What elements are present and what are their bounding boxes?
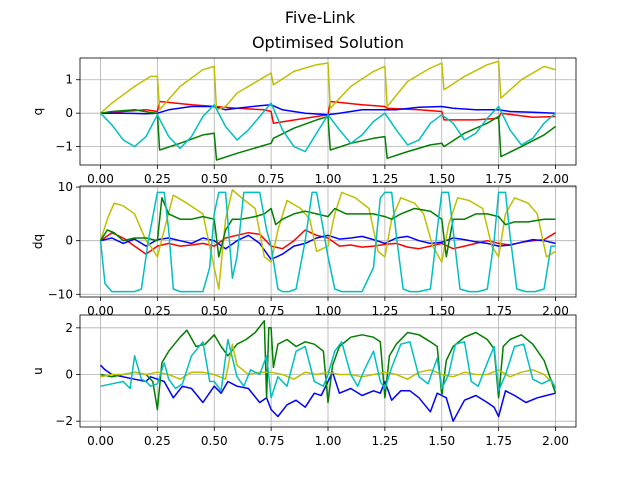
- y-tick-label: −2: [55, 414, 73, 428]
- x-tick-label: 1.00: [315, 434, 342, 448]
- series-line-1: [100, 234, 556, 261]
- series-line-1: [100, 320, 557, 411]
- axes-dq: 0.00 0.25 0.50 0.75 1.00 1.25 1.50 1.75 2.00 −10 0…: [31, 180, 577, 318]
- x-tick-label: 0.75: [258, 434, 285, 448]
- x-tick-label: 0.75: [258, 304, 285, 318]
- axes-u: 0.00 0.25 0.50 0.75 1.00 1.25 1.50 1.75 2.00 −2 0 2…: [31, 314, 577, 448]
- series-line-4: [99, 191, 556, 293]
- x-tick-label: 1.25: [372, 434, 399, 448]
- chart-title: Optimised Solution: [252, 33, 404, 52]
- x-tick-label: 0.25: [144, 304, 171, 318]
- x-tick-label: 1.75: [485, 172, 512, 186]
- x-tick-label: 0.00: [87, 172, 114, 186]
- series-line-2: [100, 343, 557, 387]
- x-tick-label: 1.50: [428, 304, 455, 318]
- series-line-2: [100, 60, 556, 114]
- x-tick-label: 1.50: [428, 172, 455, 186]
- x-tick-label: 0.50: [201, 172, 228, 186]
- x-tick-label: 1.50: [428, 434, 455, 448]
- series-line-3: [100, 338, 557, 399]
- y-tick-label: −1: [55, 140, 73, 154]
- series-line-4: [99, 102, 556, 153]
- y-tick-label: 0: [65, 234, 73, 248]
- figure-suptitle: Five-Link: [285, 8, 356, 27]
- y-tick-label: 1: [65, 73, 73, 87]
- y-tick-label: 0: [65, 106, 73, 120]
- x-tick-label: 2.00: [542, 172, 569, 186]
- x-tick-label: 1.25: [372, 304, 399, 318]
- series-line-3: [100, 109, 556, 161]
- y-axis-label: q: [31, 108, 45, 116]
- y-tick-label: 0: [65, 368, 73, 382]
- x-tick-label: 2.00: [542, 434, 569, 448]
- y-tick-label: 10: [58, 180, 73, 194]
- y-tick-label: −10: [48, 287, 73, 301]
- x-tick-label: 0.25: [144, 434, 171, 448]
- x-tick-label: 1.75: [485, 434, 512, 448]
- x-tick-label: 0.00: [87, 434, 114, 448]
- x-tick-label: 0.00: [87, 304, 114, 318]
- x-tick-label: 1.75: [485, 304, 512, 318]
- axes-q: 0.00 0.25 0.50 0.75 1.00 1.25 1.50 1.75 2.00 −1 0 1…: [31, 57, 577, 186]
- x-tick-label: 1.00: [315, 304, 342, 318]
- series-line-1: [100, 104, 556, 116]
- x-tick-label: 0.25: [144, 172, 171, 186]
- x-tick-label: 0.75: [258, 172, 285, 186]
- y-axis-label: u: [31, 367, 45, 375]
- y-tick-label: 2: [65, 321, 73, 335]
- series-line-0: [99, 364, 556, 422]
- x-tick-label: 1.25: [372, 172, 399, 186]
- series-line-2: [99, 189, 556, 290]
- x-tick-label: 2.00: [542, 304, 569, 318]
- x-tick-label: 1.00: [315, 172, 342, 186]
- x-tick-label: 0.50: [201, 434, 228, 448]
- y-axis-label: dq: [31, 234, 45, 249]
- x-tick-label: 0.50: [201, 304, 228, 318]
